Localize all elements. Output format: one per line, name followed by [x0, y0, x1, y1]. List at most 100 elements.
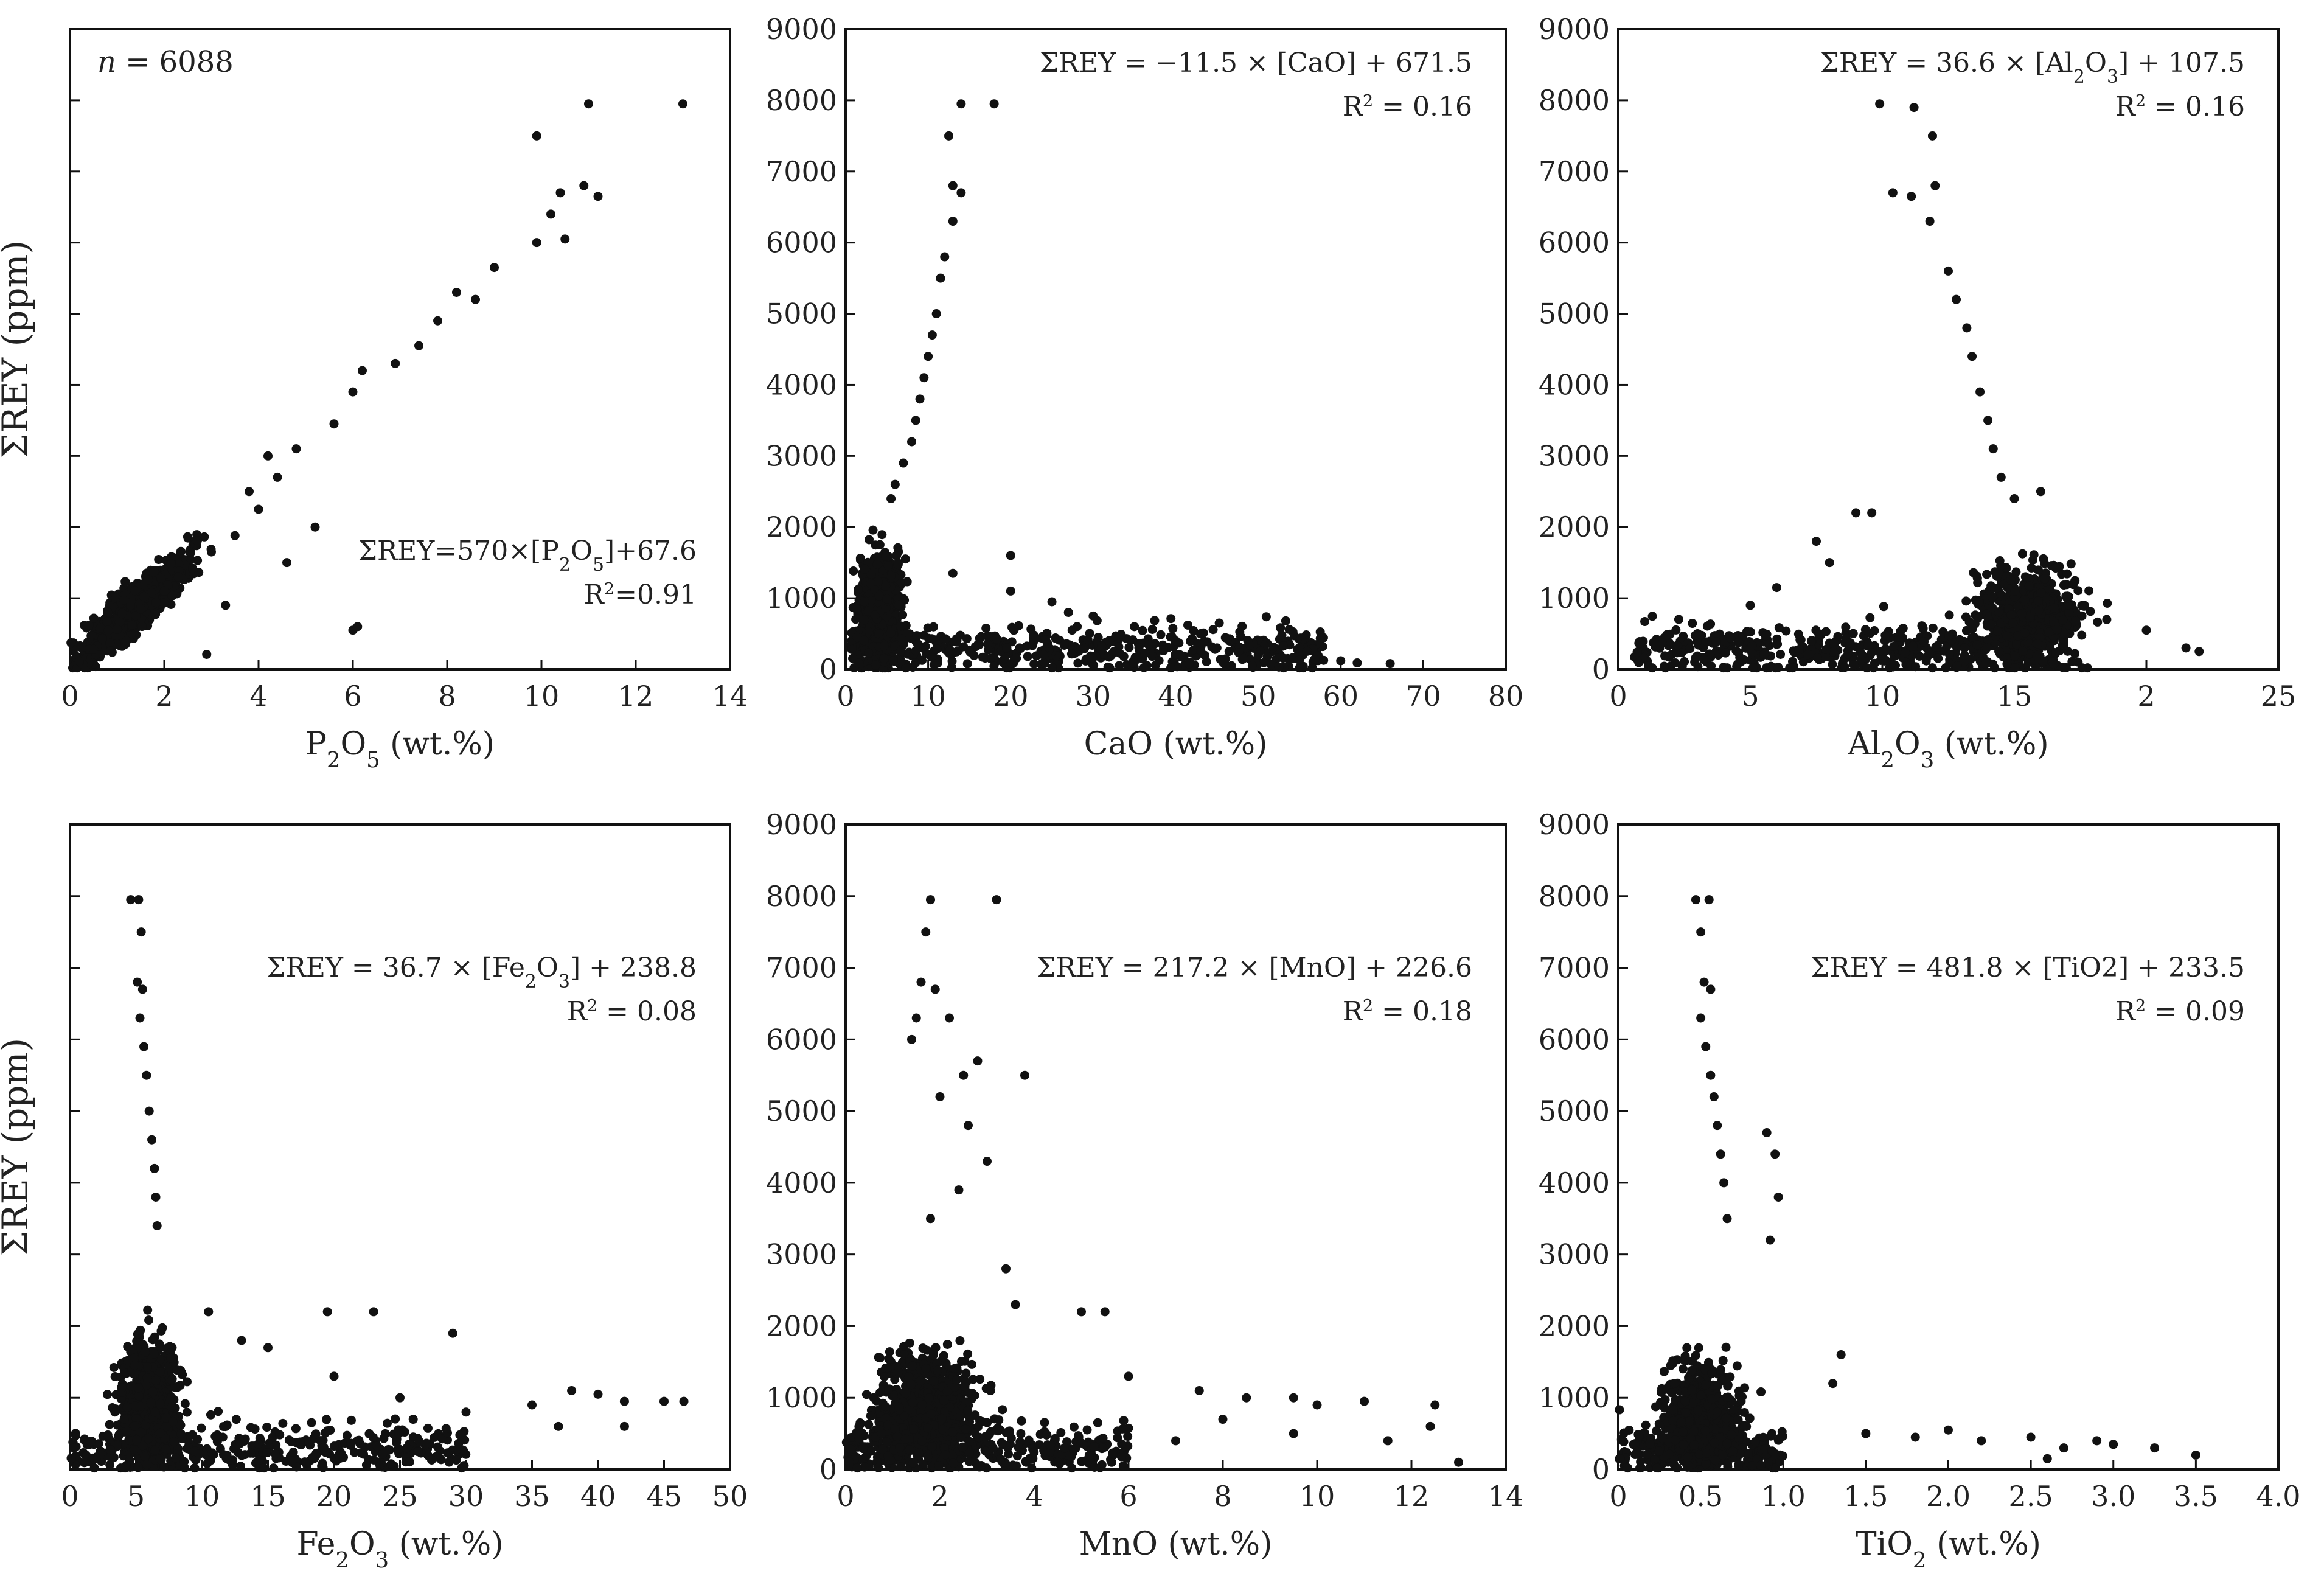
scatter-points: [846, 99, 1395, 673]
scatter-point: [1879, 602, 1888, 612]
scatter-point: [2009, 493, 2019, 503]
scatter-point: [942, 1339, 952, 1349]
scatter-point: [311, 1448, 321, 1458]
scatter-point: [444, 1457, 454, 1467]
scatter-point: [1352, 658, 1362, 667]
scatter-point: [1981, 660, 1991, 669]
scatter-point: [142, 1070, 151, 1080]
scatter-point: [1720, 648, 1730, 658]
scatter-point: [66, 1454, 76, 1463]
scatter-point: [1975, 387, 1985, 397]
scatter-point: [1911, 662, 1921, 672]
x-tick-label: 6: [344, 680, 361, 713]
x-tick-label: 80: [1488, 680, 1524, 713]
x-axis-label: MnO (wt.%): [1079, 1526, 1273, 1563]
scatter-point: [346, 1438, 356, 1448]
scatter-point: [2002, 631, 2012, 641]
scatter-point: [130, 1445, 139, 1455]
x-tick-label: 45: [646, 1480, 682, 1513]
y-axis-label: ΣREY (ppm): [0, 240, 36, 458]
scatter-point: [183, 533, 193, 543]
scatter-point: [159, 598, 169, 608]
scatter-point: [156, 1428, 165, 1438]
scatter-point: [165, 1395, 175, 1404]
scatter-point: [1059, 640, 1069, 650]
scatter-point: [931, 309, 941, 319]
scatter-point: [133, 1463, 143, 1472]
scatter-point: [593, 192, 603, 201]
scatter-point: [1972, 573, 1982, 583]
scatter-point: [1274, 662, 1284, 672]
scatter-point: [1671, 658, 1680, 667]
scatter-point: [555, 188, 565, 198]
scatter-point: [423, 1423, 433, 1433]
scatter-point: [919, 373, 929, 383]
scatter-point: [2062, 593, 2072, 603]
scatter-point: [1931, 642, 1941, 652]
scatter-point: [433, 316, 442, 326]
scatter-point: [1647, 663, 1657, 673]
scatter-point: [1222, 633, 1231, 643]
scatter-point: [1825, 558, 1834, 568]
scatter-point: [288, 1448, 298, 1457]
scatter-point: [134, 1383, 144, 1393]
scatter-point: [881, 551, 891, 561]
scatter-point: [1996, 472, 2006, 482]
scatter-point: [1983, 416, 1993, 425]
scatter-point: [1067, 625, 1077, 635]
scatter-point: [2010, 663, 2020, 673]
scatter-point: [527, 1400, 537, 1410]
scatter-point: [105, 1445, 115, 1455]
scatter-point: [1774, 623, 1784, 633]
y-tick-label: 9000: [766, 13, 837, 46]
scatter-point: [1736, 655, 1745, 664]
scatter-point: [1880, 630, 1890, 640]
scatter-point: [1640, 617, 1650, 627]
scatter-point: [154, 555, 164, 565]
scatter-point: [1237, 621, 1247, 631]
x-tick-label: 4: [249, 680, 267, 713]
scatter-point: [1245, 640, 1254, 650]
scatter-point: [2036, 487, 2045, 497]
scatter-point: [167, 591, 177, 601]
scatter-point: [1219, 658, 1228, 667]
scatter-point: [1702, 621, 1712, 631]
scatter-point: [1124, 643, 1134, 652]
scatter-point: [1105, 663, 1115, 673]
scatter-point: [927, 634, 936, 644]
scatter-point: [136, 604, 145, 614]
y-tick-label: 9000: [1539, 13, 1610, 46]
scatter-point: [1634, 658, 1644, 667]
scatter-point: [134, 895, 144, 905]
scatter-point: [1047, 597, 1057, 607]
scatter-point: [890, 479, 900, 489]
scatter-point: [1006, 586, 1015, 596]
scatter-point: [139, 1042, 149, 1051]
sample-count-label: n = 6088: [97, 45, 234, 79]
scatter-point: [137, 984, 147, 994]
scatter-point: [659, 1396, 669, 1406]
scatter-point: [678, 99, 687, 109]
scatter-point: [2018, 646, 2028, 656]
scatter-point: [148, 1387, 158, 1396]
scatter-point: [560, 234, 570, 244]
scatter-point: [180, 1399, 190, 1409]
scatter-point: [422, 1438, 431, 1448]
y-tick-label: 5000: [1539, 298, 1610, 330]
scatter-point: [907, 437, 916, 447]
scatter-point: [144, 575, 153, 585]
scatter-point: [2032, 652, 2042, 661]
scatter-point: [122, 1403, 132, 1412]
scatter-point: [871, 660, 881, 670]
x-tick-label: 35: [514, 1480, 550, 1513]
scatter-point: [137, 622, 147, 632]
scatter-point: [329, 1371, 339, 1381]
scatter-point: [383, 1418, 392, 1428]
scatter-points: [66, 99, 687, 673]
scatter-point: [1693, 629, 1702, 639]
scatter-point: [1983, 635, 1993, 644]
x-axis-label: P2O5 (wt.%): [305, 726, 495, 773]
scatter-point: [1212, 643, 1222, 653]
